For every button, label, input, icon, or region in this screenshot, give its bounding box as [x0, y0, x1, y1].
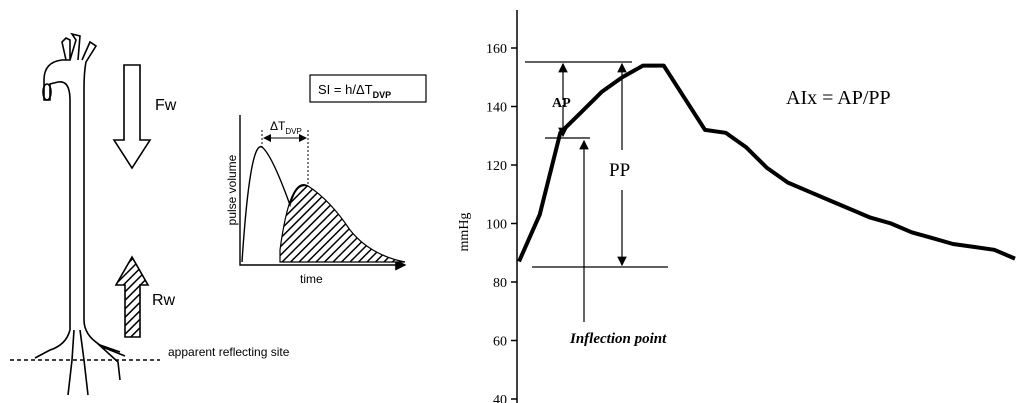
- si-main: SI = h/ΔT: [318, 82, 373, 97]
- pulse-curve: [241, 146, 309, 263]
- pressure-chart: 40 60 80 100 120 140 160 mmHg AP PP AIx = AP/PP Inf…: [457, 10, 1016, 403]
- si-formula: SI = h/ΔTDVP: [318, 82, 391, 100]
- forward-arrow: [112, 64, 152, 170]
- y-tick-label: 120: [486, 159, 507, 174]
- mini-axes: [239, 115, 407, 271]
- fw-label: Fw: [155, 97, 177, 114]
- delta-t-sub: DVP: [285, 127, 301, 136]
- y-tick-label: 60: [493, 335, 507, 350]
- si-sub: DVP: [373, 90, 392, 100]
- y-axis-label: mmHg: [457, 213, 472, 252]
- delta-t-main: ΔT: [270, 119, 286, 133]
- aix-label: AIx = AP/PP: [786, 87, 891, 109]
- aorta: [34, 32, 126, 396]
- pp-label: PP: [609, 160, 630, 181]
- inflection-label: Inflection point: [569, 331, 667, 347]
- formula-box: [309, 74, 427, 103]
- reflecting-site-label: apparent reflecting site: [168, 345, 290, 359]
- left-panel: [10, 32, 427, 396]
- time-label: time: [300, 272, 323, 286]
- reflected-arrow: [114, 255, 150, 338]
- pressure-curve: [517, 63, 1016, 263]
- reflected-area: [279, 184, 406, 263]
- y-tick-label: 80: [493, 276, 507, 291]
- y-tick-label: 140: [486, 101, 507, 116]
- rw-label: Rw: [152, 292, 176, 309]
- y-tick-label: 100: [486, 218, 507, 233]
- left-labels: Fw Rw SI = h/ΔTDVP ΔTDVP pulse volume ti…: [152, 82, 391, 359]
- pulse-volume-label: pulse volume: [225, 154, 239, 225]
- y-tick-label: 160: [486, 42, 507, 57]
- y-tick-label: 40: [493, 393, 507, 403]
- ap-label: AP: [552, 96, 571, 111]
- delta-t-label: ΔTDVP: [270, 119, 302, 136]
